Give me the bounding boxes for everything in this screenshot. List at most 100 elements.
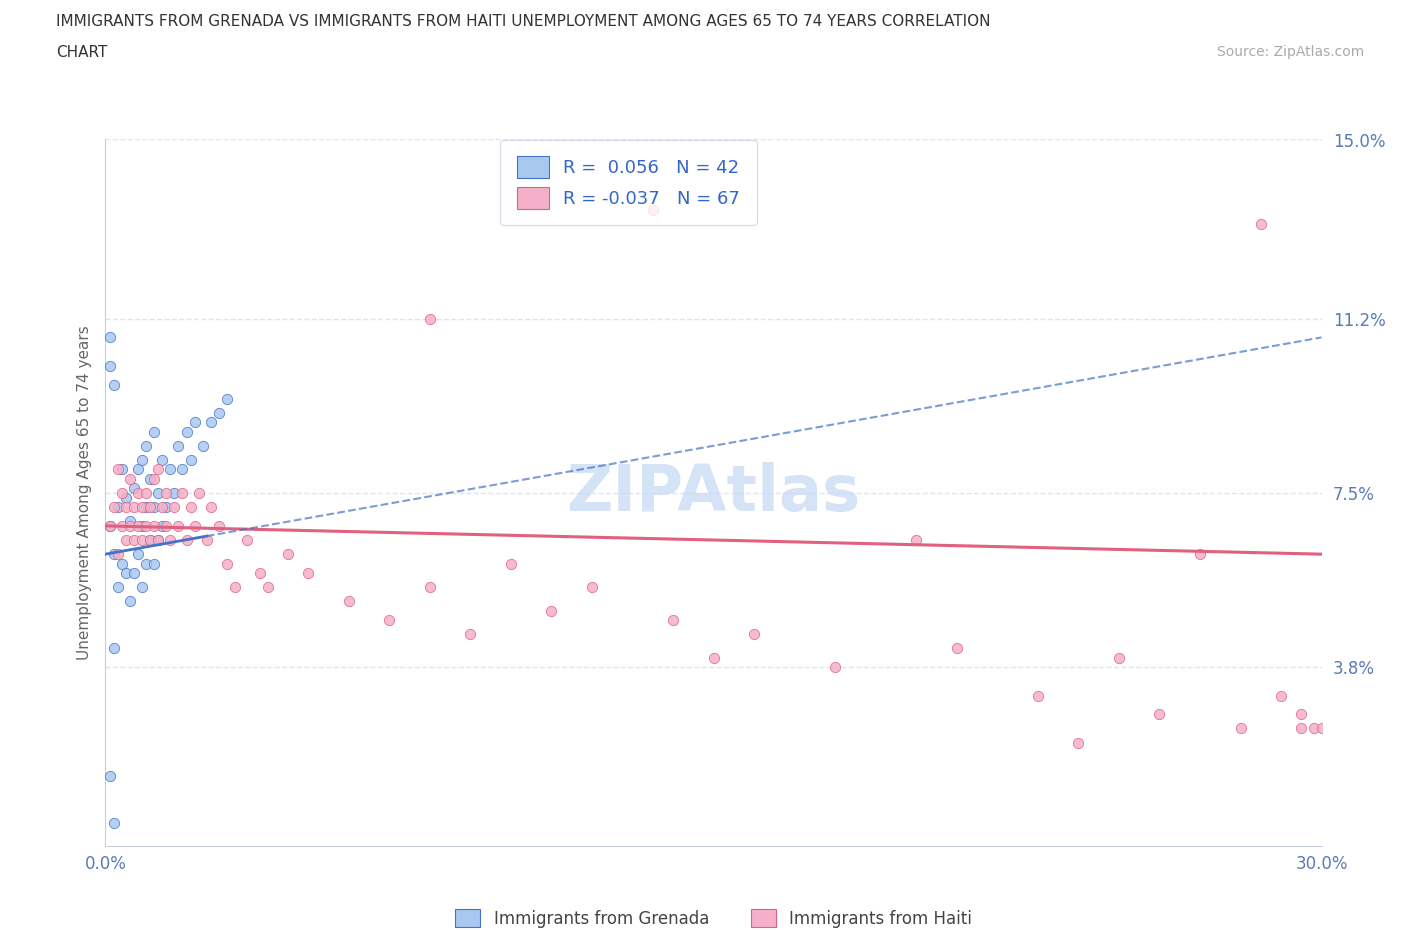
Point [159, 533, 181, 548]
Point [127, 485, 149, 500]
Point [114, 490, 136, 505]
Point [1291, 707, 1313, 722]
Point [122, 499, 145, 514]
Point [103, 547, 125, 562]
Point [146, 462, 169, 477]
Point [1067, 736, 1090, 751]
Point [159, 462, 181, 477]
Point [150, 453, 173, 468]
Point [217, 392, 239, 406]
Point [163, 499, 186, 514]
Point [150, 518, 173, 533]
Point [111, 518, 134, 533]
Point [131, 453, 153, 468]
Point [419, 312, 441, 326]
Point [163, 485, 186, 500]
Point [905, 533, 928, 548]
Point [191, 438, 214, 453]
Point [118, 513, 141, 528]
Point [256, 579, 278, 594]
Point [114, 533, 136, 548]
Point [135, 518, 157, 533]
Point [103, 816, 125, 830]
Point [208, 518, 231, 533]
Point [135, 438, 157, 453]
Point [155, 485, 177, 500]
Point [499, 556, 522, 571]
Text: CHART: CHART [56, 45, 108, 60]
Point [139, 533, 162, 548]
Point [702, 650, 725, 665]
Point [195, 533, 218, 548]
Point [1108, 650, 1130, 665]
Point [127, 518, 149, 533]
Point [176, 424, 198, 439]
Y-axis label: Unemployment Among Ages 65 to 74 years: Unemployment Among Ages 65 to 74 years [76, 326, 91, 660]
Point [1149, 707, 1171, 722]
Point [337, 594, 360, 609]
Point [111, 556, 134, 571]
Point [378, 613, 401, 628]
Point [103, 499, 125, 514]
Point [146, 533, 169, 548]
Point [146, 533, 169, 548]
Point [98, 358, 121, 373]
Point [131, 533, 153, 548]
Point [146, 485, 169, 500]
Point [1310, 721, 1333, 736]
Point [1229, 721, 1251, 736]
Point [114, 565, 136, 580]
Point [419, 579, 441, 594]
Point [236, 533, 259, 548]
Point [155, 518, 177, 533]
Point [122, 481, 145, 496]
Point [122, 533, 145, 548]
Point [135, 499, 157, 514]
Text: Source: ZipAtlas.com: Source: ZipAtlas.com [1216, 45, 1364, 59]
Point [581, 579, 603, 594]
Point [107, 462, 129, 477]
Point [131, 579, 153, 594]
Point [1026, 688, 1049, 703]
Point [180, 453, 202, 468]
Point [143, 499, 166, 514]
Point [103, 641, 125, 656]
Point [172, 462, 194, 477]
Point [98, 768, 121, 783]
Point [143, 424, 166, 439]
Point [167, 518, 190, 533]
Point [139, 533, 162, 548]
Point [118, 594, 141, 609]
Point [127, 547, 149, 562]
Point [118, 472, 141, 486]
Point [150, 499, 173, 514]
Point [103, 377, 125, 392]
Point [135, 485, 157, 500]
Point [458, 627, 481, 642]
Point [1302, 721, 1324, 736]
Point [155, 499, 177, 514]
Point [200, 499, 222, 514]
Point [98, 518, 121, 533]
Point [183, 415, 205, 430]
Point [98, 518, 121, 533]
Point [1189, 547, 1212, 562]
Point [107, 579, 129, 594]
Point [945, 641, 967, 656]
Point [135, 556, 157, 571]
Point [139, 499, 162, 514]
Point [662, 613, 685, 628]
Point [1270, 688, 1292, 703]
Point [127, 462, 149, 477]
Point [224, 579, 246, 594]
Point [118, 518, 141, 533]
Point [180, 499, 202, 514]
Point [107, 547, 129, 562]
Point [98, 330, 121, 345]
Point [143, 556, 166, 571]
Point [824, 659, 846, 674]
Point [111, 462, 134, 477]
Text: ZIPAtlas: ZIPAtlas [567, 462, 860, 524]
Point [183, 518, 205, 533]
Text: IMMIGRANTS FROM GRENADA VS IMMIGRANTS FROM HAITI UNEMPLOYMENT AMONG AGES 65 TO 7: IMMIGRANTS FROM GRENADA VS IMMIGRANTS FR… [56, 14, 991, 29]
